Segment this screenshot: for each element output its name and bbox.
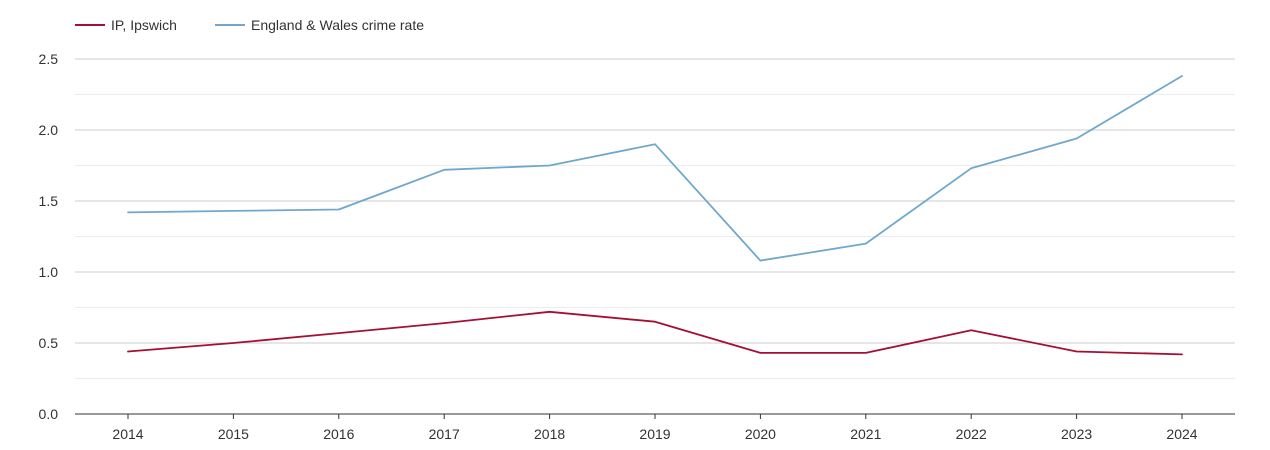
- y-tick-label: 2.5: [39, 51, 59, 67]
- series-line: [127, 310, 1183, 356]
- y-tick-label: 0.0: [39, 406, 59, 422]
- x-tick-label: 2017: [429, 426, 460, 442]
- series-ipswich: [127, 310, 1183, 356]
- y-tick-label: 1.5: [39, 193, 59, 209]
- y-axis: 0.0 0.5 1.0 1.5 2.0 2.5: [39, 51, 59, 422]
- legend-item-england-wales[interactable]: England & Wales crime rate: [215, 17, 424, 33]
- series-line: [127, 75, 1183, 262]
- legend: IP, Ipswich England & Wales crime rate: [75, 17, 424, 33]
- x-tick-label: 2023: [1061, 426, 1092, 442]
- x-tick-label: 2024: [1166, 426, 1197, 442]
- grid: [75, 58, 1235, 379]
- x-tick-label: 2018: [534, 426, 565, 442]
- x-tick-label: 2020: [745, 426, 776, 442]
- y-tick-label: 2.0: [39, 122, 59, 138]
- legend-label-ipswich: IP, Ipswich: [111, 17, 177, 33]
- y-tick-label: 0.5: [39, 335, 59, 351]
- x-axis: 2014 2015 2016 2017 2018 2019 2020 2021 2022 2023…: [75, 413, 1235, 442]
- series-group: [127, 75, 1183, 356]
- x-tick-label: 2015: [218, 426, 249, 442]
- x-tick-label: 2022: [956, 426, 987, 442]
- x-tick-label: 2014: [112, 426, 143, 442]
- y-tick-label: 1.0: [39, 264, 59, 280]
- x-tick-label: 2019: [639, 426, 670, 442]
- legend-label-england-wales: England & Wales crime rate: [251, 17, 424, 33]
- x-tick-label: 2021: [850, 426, 881, 442]
- legend-item-ipswich[interactable]: IP, Ipswich: [75, 17, 177, 33]
- series-england-wales: [127, 75, 1183, 262]
- x-tick-label: 2016: [323, 426, 354, 442]
